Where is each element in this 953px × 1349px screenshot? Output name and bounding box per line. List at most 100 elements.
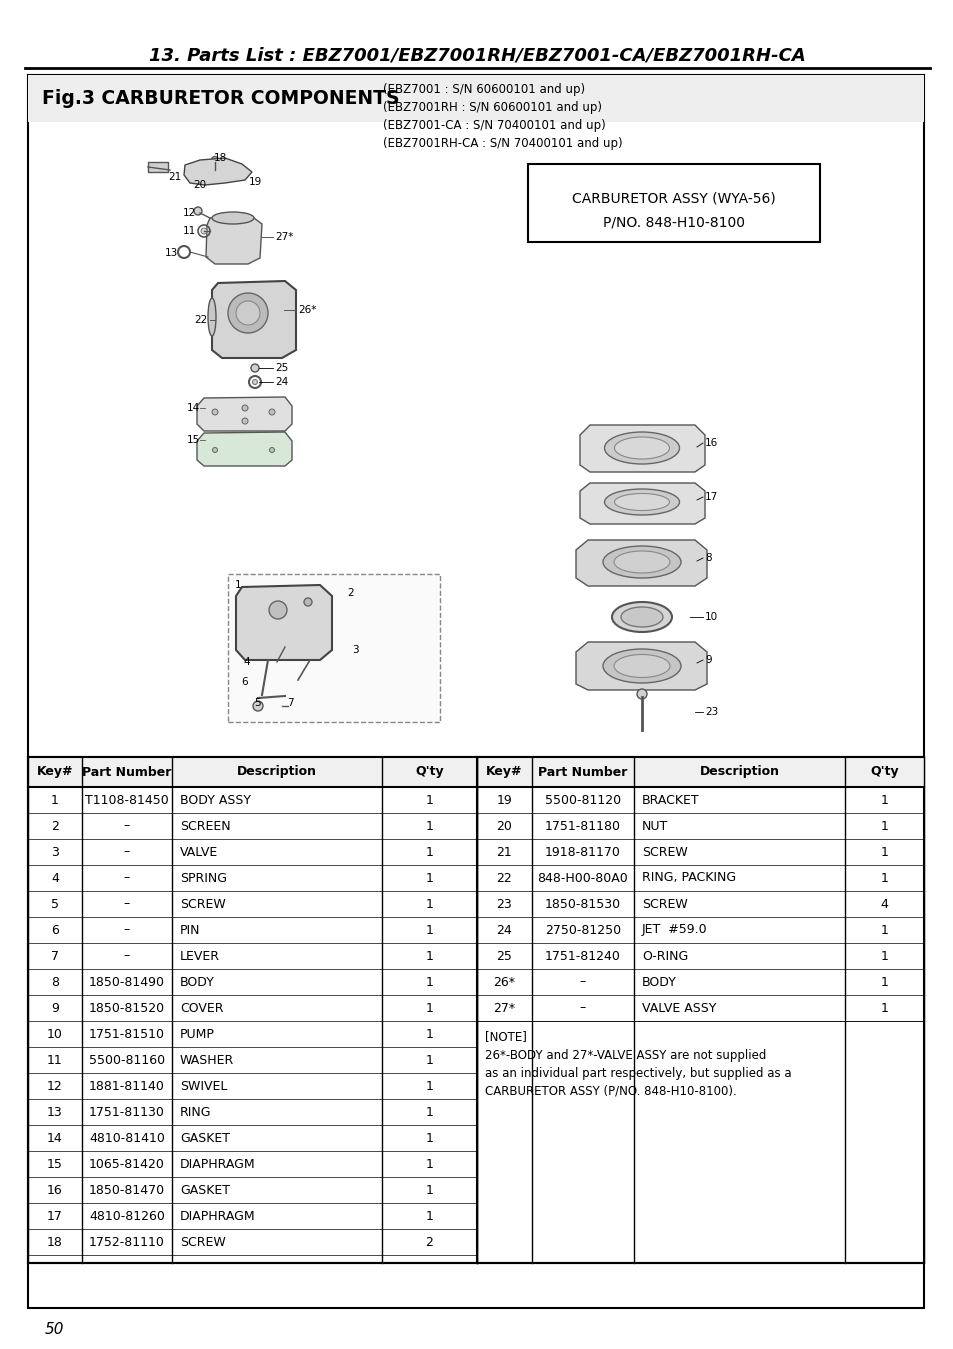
Text: 26*-BODY and 27*-VALVE ASSY are not supplied: 26*-BODY and 27*-VALVE ASSY are not supp… [484,1048,765,1062]
Text: 3: 3 [51,846,59,858]
Circle shape [304,598,312,606]
Ellipse shape [604,432,679,464]
Text: 8: 8 [704,553,711,563]
Text: Description: Description [236,765,316,778]
Text: 17: 17 [704,492,718,502]
Text: O-RING: O-RING [641,950,687,962]
Text: 24: 24 [497,924,512,936]
Text: NUT: NUT [641,819,667,832]
Text: SCREW: SCREW [641,897,687,911]
Text: 1: 1 [880,1001,887,1014]
Text: Fig.3 CARBURETOR COMPONENTS: Fig.3 CARBURETOR COMPONENTS [42,89,399,108]
Circle shape [269,409,274,415]
Text: BODY: BODY [180,975,214,989]
Text: 50: 50 [45,1322,65,1337]
Polygon shape [212,281,295,357]
Text: T1108-81450: T1108-81450 [85,793,169,807]
Text: 8: 8 [51,975,59,989]
Text: JET  #59.0: JET #59.0 [641,924,707,936]
Circle shape [242,405,248,411]
Text: 1: 1 [880,793,887,807]
Text: Q'ty: Q'ty [869,765,898,778]
Text: 1: 1 [425,819,433,832]
Text: 1: 1 [425,1028,433,1040]
Text: WASHER: WASHER [180,1054,234,1067]
Text: 20: 20 [497,819,512,832]
Text: [NOTE]: [NOTE] [484,1031,526,1044]
Text: 14: 14 [187,403,200,413]
Text: 25: 25 [274,363,288,374]
Text: 1751-81180: 1751-81180 [544,819,620,832]
Text: 5500-81160: 5500-81160 [89,1054,165,1067]
Text: Key#: Key# [486,765,522,778]
Text: 25: 25 [497,950,512,962]
Circle shape [193,206,202,214]
Text: 2: 2 [347,588,354,598]
Ellipse shape [612,602,671,631]
Text: 1751-81240: 1751-81240 [544,950,620,962]
Text: RING, PACKING: RING, PACKING [641,871,736,885]
Text: 19: 19 [248,177,261,188]
Text: 1: 1 [425,1157,433,1171]
Text: 15: 15 [47,1157,63,1171]
Ellipse shape [212,212,253,224]
Text: 20: 20 [193,179,207,190]
Circle shape [228,293,268,333]
Polygon shape [196,397,292,430]
Text: 21: 21 [497,846,512,858]
Text: 22: 22 [497,871,512,885]
Text: BODY: BODY [641,975,677,989]
Text: SCREW: SCREW [180,897,226,911]
Text: Part Number: Part Number [537,765,627,778]
Text: 26*: 26* [493,975,515,989]
Text: 1850-81490: 1850-81490 [89,975,165,989]
Text: –: – [124,846,130,858]
Text: (EBZ7001 : S/N 60600101 and up): (EBZ7001 : S/N 60600101 and up) [382,84,584,97]
Text: 24: 24 [274,376,288,387]
Text: 17: 17 [47,1210,63,1222]
Bar [148,162,168,173]
Text: 1850-81520: 1850-81520 [89,1001,165,1014]
Text: 23: 23 [497,897,512,911]
Text: 4810-81410: 4810-81410 [89,1132,165,1144]
Polygon shape [579,425,704,472]
Text: 1751-81510: 1751-81510 [89,1028,165,1040]
Text: 4: 4 [51,871,59,885]
Text: –: – [579,1001,585,1014]
Polygon shape [206,214,262,264]
Text: 1: 1 [425,897,433,911]
Circle shape [201,228,207,233]
Text: SWIVEL: SWIVEL [180,1079,227,1093]
Text: as an individual part respectively, but supplied as a: as an individual part respectively, but … [484,1067,791,1079]
Text: 19: 19 [497,793,512,807]
Text: 14: 14 [47,1132,63,1144]
Text: 16: 16 [47,1183,63,1197]
Polygon shape [579,483,704,523]
Polygon shape [235,585,332,660]
Text: 1: 1 [234,580,241,590]
Polygon shape [576,540,706,585]
Polygon shape [576,642,706,689]
Ellipse shape [614,437,669,459]
Text: PUMP: PUMP [180,1028,214,1040]
Bar [28,757,923,1263]
Text: 1: 1 [425,1105,433,1118]
Text: 23: 23 [704,707,718,718]
Ellipse shape [614,654,669,677]
Text: 12: 12 [47,1079,63,1093]
Text: 848-H00-80A0: 848-H00-80A0 [537,871,628,885]
Text: 10: 10 [47,1028,63,1040]
Text: Key#: Key# [37,765,73,778]
Ellipse shape [208,298,215,336]
Text: 1751-81130: 1751-81130 [89,1105,165,1118]
Text: VALVE: VALVE [180,846,218,858]
Circle shape [253,379,257,384]
Text: 13. Parts List : EBZ7001/EBZ7001RH/EBZ7001-CA/EBZ7001RH-CA: 13. Parts List : EBZ7001/EBZ7001RH/EBZ70… [149,46,804,63]
Text: 1: 1 [880,846,887,858]
Text: 5500-81120: 5500-81120 [544,793,620,807]
Text: GASKET: GASKET [180,1183,230,1197]
Text: 4: 4 [243,657,250,666]
Text: 27*: 27* [274,232,294,241]
Text: 1881-81140: 1881-81140 [89,1079,165,1093]
Text: SCREW: SCREW [641,846,687,858]
